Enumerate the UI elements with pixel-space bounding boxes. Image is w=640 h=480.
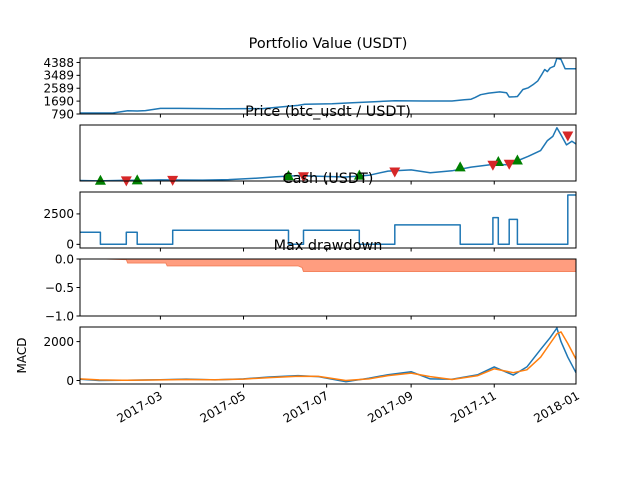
axes-frame	[79, 124, 577, 182]
x-tick-label: 2017-05	[198, 388, 248, 425]
y-tick-label: 4388	[43, 56, 74, 70]
x-tick-label: 2017-07	[281, 388, 331, 425]
buy-marker	[511, 154, 523, 165]
sell-marker	[503, 159, 515, 170]
buy-marker	[94, 174, 106, 185]
buy-marker	[353, 169, 365, 180]
series-line-0	[80, 194, 576, 246]
drawdown-area	[80, 259, 576, 273]
y-tick-label: 3489	[43, 69, 74, 83]
panel-cash: 0 2500 Cash (USDT)	[43, 171, 577, 252]
y-tick-label: 2000	[43, 335, 74, 349]
y-tick-label: −1.0	[45, 309, 74, 323]
sell-marker	[297, 172, 309, 183]
panel-max-drawdown: 0.0 −0.5 −1.0 Max drawdown	[45, 238, 577, 323]
panel-title: Cash (USDT)	[283, 171, 374, 187]
buy-marker	[131, 174, 143, 185]
plot-area	[80, 327, 576, 383]
plot-area	[80, 127, 576, 181]
series-line-0	[80, 58, 576, 114]
plot-area	[80, 58, 576, 114]
panel-price: Price (btc_usdt / USDT)	[79, 104, 577, 187]
y-tick-label: 1690	[43, 94, 74, 108]
panel-title: Price (btc_usdt / USDT)	[245, 104, 411, 120]
x-tick-label: 2017-03	[114, 388, 164, 425]
axes-frame	[79, 326, 577, 385]
y-tick-label: 2589	[43, 82, 74, 96]
series-line-0	[80, 127, 576, 181]
panel-title: Portfolio Value (USDT)	[249, 36, 408, 52]
y-tick-label: 0	[66, 238, 74, 252]
sell-marker	[389, 167, 401, 178]
panel-title: Max drawdown	[274, 238, 383, 254]
plot-area	[80, 259, 576, 273]
series-line-0	[80, 327, 576, 383]
panel-macd: 0 2000 MACD	[15, 326, 577, 388]
x-tick-label: 2017-11	[448, 388, 498, 425]
x-axis: 2017-03 2017-05 2017-07 2017-09 2017-11 2018-…	[114, 388, 581, 425]
buy-marker	[282, 170, 294, 181]
y-tick-label: 2500	[43, 207, 74, 221]
axes-frame	[79, 191, 577, 249]
axes-frame	[79, 57, 577, 115]
sell-marker	[562, 131, 574, 142]
y-tick-label: 790	[51, 107, 74, 121]
y-axis-label: MACD	[15, 338, 29, 374]
sell-marker	[487, 160, 499, 171]
x-tick-label: 2018-01	[531, 388, 581, 425]
y-tick-label: 0.0	[55, 252, 74, 266]
buy-marker	[454, 161, 466, 172]
x-tick-label: 2017-09	[365, 388, 415, 425]
y-tick-label: 0	[66, 374, 74, 388]
y-tick-label: −0.5	[45, 281, 74, 295]
plot-area	[80, 194, 576, 246]
series-line-1	[80, 331, 576, 382]
